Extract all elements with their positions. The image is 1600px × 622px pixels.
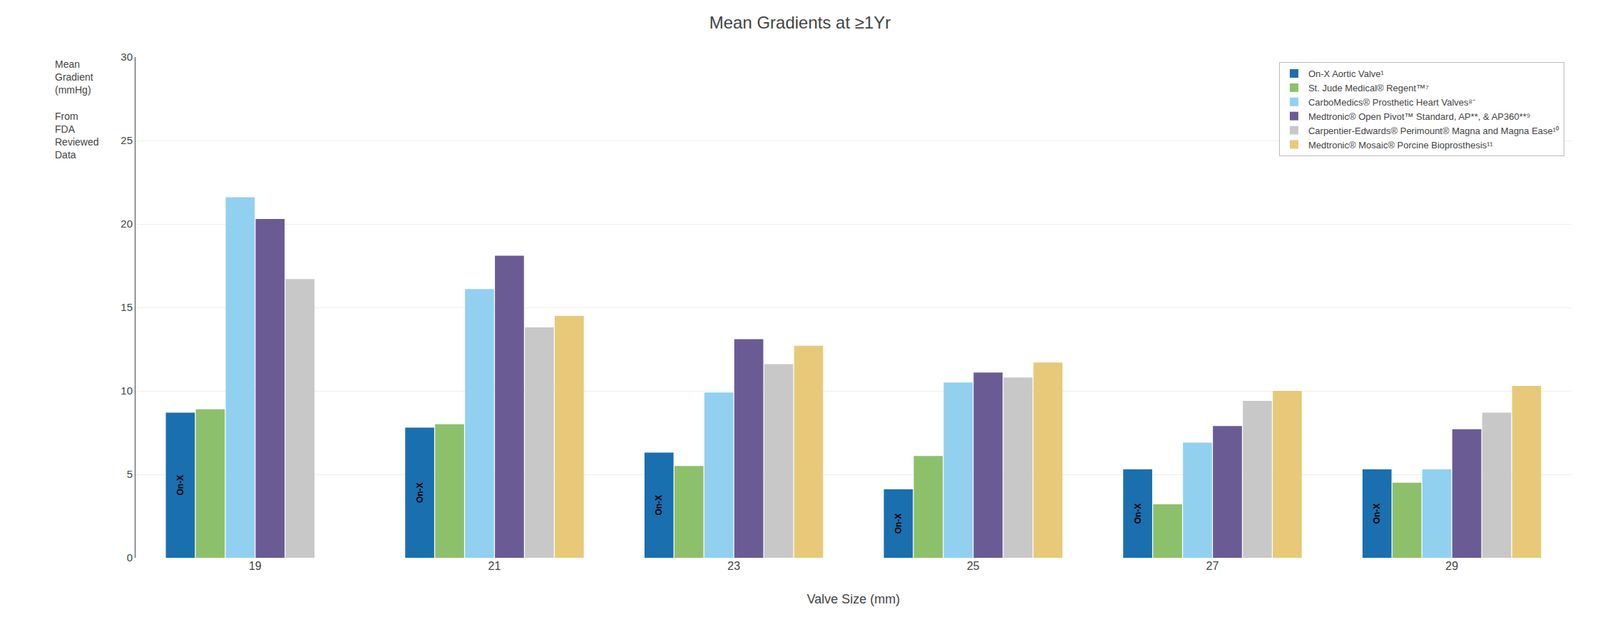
- svg-text:29: 29: [1445, 559, 1459, 572]
- svg-text:Valve Size (mm): Valve Size (mm): [807, 591, 901, 607]
- svg-text:On-X: On-X: [1132, 503, 1143, 525]
- svg-text:20: 20: [120, 217, 133, 230]
- svg-text:5: 5: [126, 467, 133, 480]
- svg-text:25: 25: [966, 559, 980, 572]
- svg-text:21: 21: [488, 559, 502, 572]
- svg-text:CarboMedics® Prosthetic Heart: CarboMedics® Prosthetic Heart Valves⁸⁻: [1308, 96, 1476, 108]
- svg-text:MeanGradient(mmHg) FromFDARevi: MeanGradient(mmHg) FromFDAReviewedData: [54, 58, 99, 161]
- svg-text:On-X: On-X: [1371, 503, 1382, 525]
- svg-text:15: 15: [120, 300, 133, 314]
- svg-text:0: 0: [126, 551, 133, 564]
- svg-text:On-X: On-X: [653, 494, 664, 516]
- svg-text:25: 25: [120, 134, 133, 147]
- svg-text:St. Jude Medical® Regent™⁷: St. Jude Medical® Regent™⁷: [1308, 82, 1429, 94]
- svg-text:19: 19: [248, 559, 262, 572]
- svg-text:30: 30: [120, 50, 133, 63]
- svg-text:On-X: On-X: [414, 481, 425, 503]
- svg-text:On-X Aortic Valve¹: On-X Aortic Valve¹: [1308, 68, 1385, 80]
- svg-text:On-X: On-X: [175, 474, 186, 496]
- svg-text:Mean Gradients at ≥1Yr: Mean Gradients at ≥1Yr: [709, 12, 892, 33]
- svg-text:Medtronic® Mosaic® Porcine Bio: Medtronic® Mosaic® Porcine Bioprosthesis…: [1308, 139, 1494, 151]
- svg-text:Medtronic® Open Pivot™ Standar: Medtronic® Open Pivot™ Standard, AP**, &…: [1308, 111, 1531, 122]
- svg-text:23: 23: [727, 559, 741, 572]
- svg-text:Carpentier-Edwards® Perimount®: Carpentier-Edwards® Perimount® Magna and…: [1308, 125, 1560, 137]
- svg-text:27: 27: [1206, 559, 1220, 572]
- svg-text:10: 10: [120, 384, 133, 397]
- svg-text:On-X: On-X: [893, 513, 904, 535]
